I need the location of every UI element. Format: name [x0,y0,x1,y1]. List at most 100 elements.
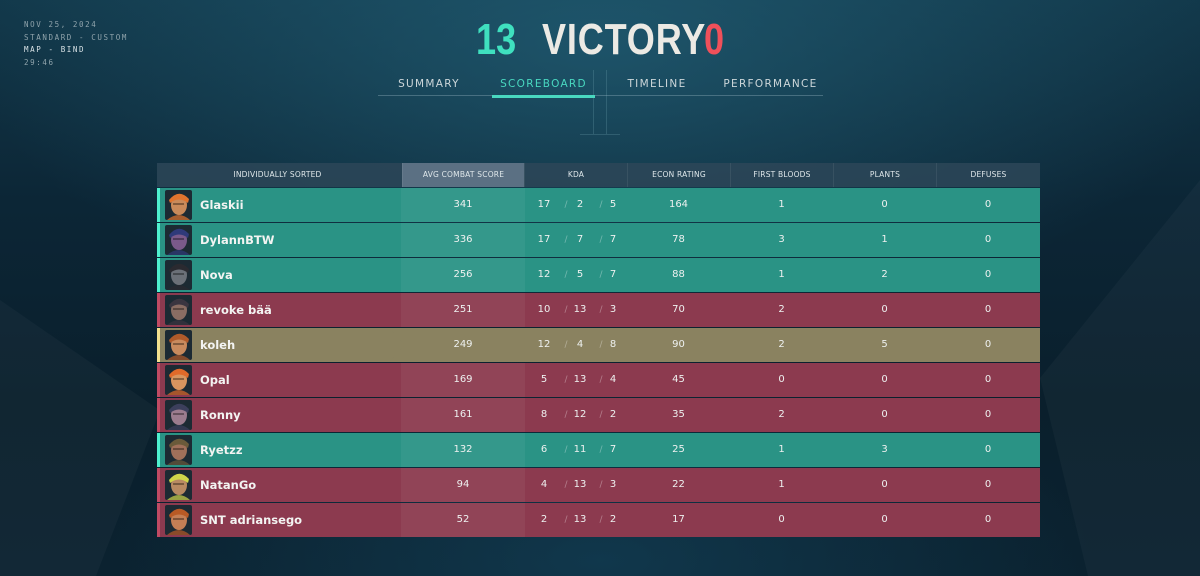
table-row[interactable]: Ryetzz 132 6 / 11 / 7 25 1 3 0 [157,433,1040,467]
acs-value: 94 [456,479,470,490]
scoreboard-table: INDIVIDUALLY SORTED AVG COMBAT SCORE KDA… [157,163,1040,537]
player-name[interactable]: Glaskii [200,198,244,212]
acs-band [401,188,525,222]
kda-separator: / [599,270,603,280]
header-plants[interactable]: PLANTS [833,163,936,187]
agent-portrait-icon [165,330,192,360]
table-row[interactable]: SNT adriansego 52 2 / 13 / 2 17 0 0 0 [157,503,1040,537]
agent-portrait-icon [165,260,192,290]
kda-value: 2 / 13 / 2 [526,503,628,537]
player-name[interactable]: NatanGo [200,478,257,492]
table-row[interactable]: revoke bää 251 10 / 13 / 3 70 2 0 0 [157,293,1040,327]
player-name[interactable]: revoke bää [200,303,272,317]
match-duration: 29:46 [24,57,55,67]
defuses-value: 0 [984,479,992,490]
econ-value: 70 [672,304,685,315]
plants-value: 0 [881,374,888,385]
assists-value: 8 [609,339,617,350]
table-row[interactable]: DylannBTW 336 17 / 7 / 7 78 3 1 0 [157,223,1040,257]
player-name[interactable]: Ronny [200,408,241,422]
player-name[interactable]: koleh [200,338,236,352]
player-name[interactable]: Nova [200,268,233,282]
first-bloods-value: 1 [778,444,785,455]
score-header: 13 VICTORY 0 [0,12,1200,68]
plants-value: 3 [881,444,888,455]
kills-value: 17 [537,234,551,245]
tab-timeline[interactable]: TIMELINE [627,78,687,90]
table-row[interactable]: Nova 256 12/5/7 88 1 2 0 [157,258,1040,292]
kda-separator: / [599,305,603,315]
acs-band [401,398,525,432]
team-score-left: 13 [476,15,517,64]
tab-performance[interactable]: PERFORMANCE [723,78,818,90]
header-econ-rating[interactable]: ECON RATING [627,163,730,187]
defuses-value: 0 [984,374,992,385]
econ-value: 35 [672,409,685,420]
player-name[interactable]: SNT adriansego [200,513,303,527]
player-name[interactable]: Opal [200,373,230,387]
first-bloods-value: 1 [778,479,785,490]
acs-value: 132 [453,444,473,455]
deaths-value: 13 [573,479,587,490]
econ-value: 22 [672,479,685,490]
agent-portrait-icon [165,225,192,255]
econ-value: 45 [672,374,685,385]
plants-value: 1 [881,234,888,245]
acs-band [401,433,525,467]
deaths-value: 13 [573,304,587,315]
kda-separator: / [564,515,568,525]
kills-value: 10 [537,304,551,315]
table-row[interactable]: NatanGo 94 4 / 13 / 3 22 1 0 0 [157,468,1040,502]
header-kda[interactable]: KDA [524,163,627,187]
kills-value: 12 [537,339,551,350]
match-result: VICTORY [542,15,707,64]
agent-portrait-icon [165,190,192,220]
table-row[interactable]: Opal 169 5 / 13 / 4 45 0 0 0 [157,363,1040,397]
plants-value: 5 [881,339,888,350]
player-name[interactable]: DylannBTW [200,233,275,247]
assists-value: 3 [609,304,617,315]
plants-value: 0 [881,409,888,420]
kda-value: 4 / 13 / 3 [526,468,628,502]
assists-value: 7 [609,269,617,280]
kda-separator: / [599,445,603,455]
defuses-value: 0 [984,304,992,315]
assists-value: 4 [609,374,617,385]
first-bloods-value: 2 [778,409,785,420]
deaths-value: 5 [576,269,584,280]
table-row[interactable]: koleh 249 12 / 4 / 8 90 2 5 0 [157,328,1040,362]
acs-value: 169 [453,374,473,385]
header-individually-sorted[interactable]: INDIVIDUALLY SORTED [233,170,322,179]
plants-value: 2 [881,269,888,280]
assists-value: 2 [609,409,617,420]
assists-value: 3 [609,479,617,490]
kda-separator: / [599,375,603,385]
table-row[interactable]: Glaskii 341 17 / 2 / 5 164 1 0 0 [157,188,1040,222]
first-bloods-value: 2 [778,339,785,350]
acs-value: 336 [453,234,473,245]
kda-separator: / [599,410,603,420]
acs-band [401,503,525,537]
match-map: MAP - BIND [24,45,86,54]
agent-portrait-icon [165,295,192,325]
first-bloods-value: 3 [778,234,785,245]
header-avg-combat-score[interactable]: AVG COMBAT SCORE [402,163,524,187]
kda-separator: / [564,410,568,420]
player-name[interactable]: Ryetzz [200,443,243,457]
hud-divider [593,70,594,134]
deaths-value: 13 [573,374,587,385]
tab-summary[interactable]: SUMMARY [398,78,460,90]
tab-scoreboard[interactable]: SCOREBOARD [492,74,595,98]
background-shard [0,300,160,576]
first-bloods-value: 0 [778,514,785,525]
table-body: Glaskii 341 17/2/5 164 1 0 0 DylannBTW 336 17 / 7 / 7… [157,188,1040,537]
table-row[interactable]: Ronny 161 8 / 12 / 2 35 2 0 0 [157,398,1040,432]
header-first-bloods[interactable]: FIRST BLOODS [730,163,833,187]
header-defuses[interactable]: DEFUSES [936,163,1040,187]
hud-divider [580,134,620,135]
defuses-value: 0 [984,199,992,210]
kda-separator: / [564,200,568,210]
econ-value: 90 [672,339,685,350]
kda-separator: / [599,200,603,210]
match-info: NOV 25, 2024 STANDARD - CUSTOM MAP - BIN… [24,19,128,69]
